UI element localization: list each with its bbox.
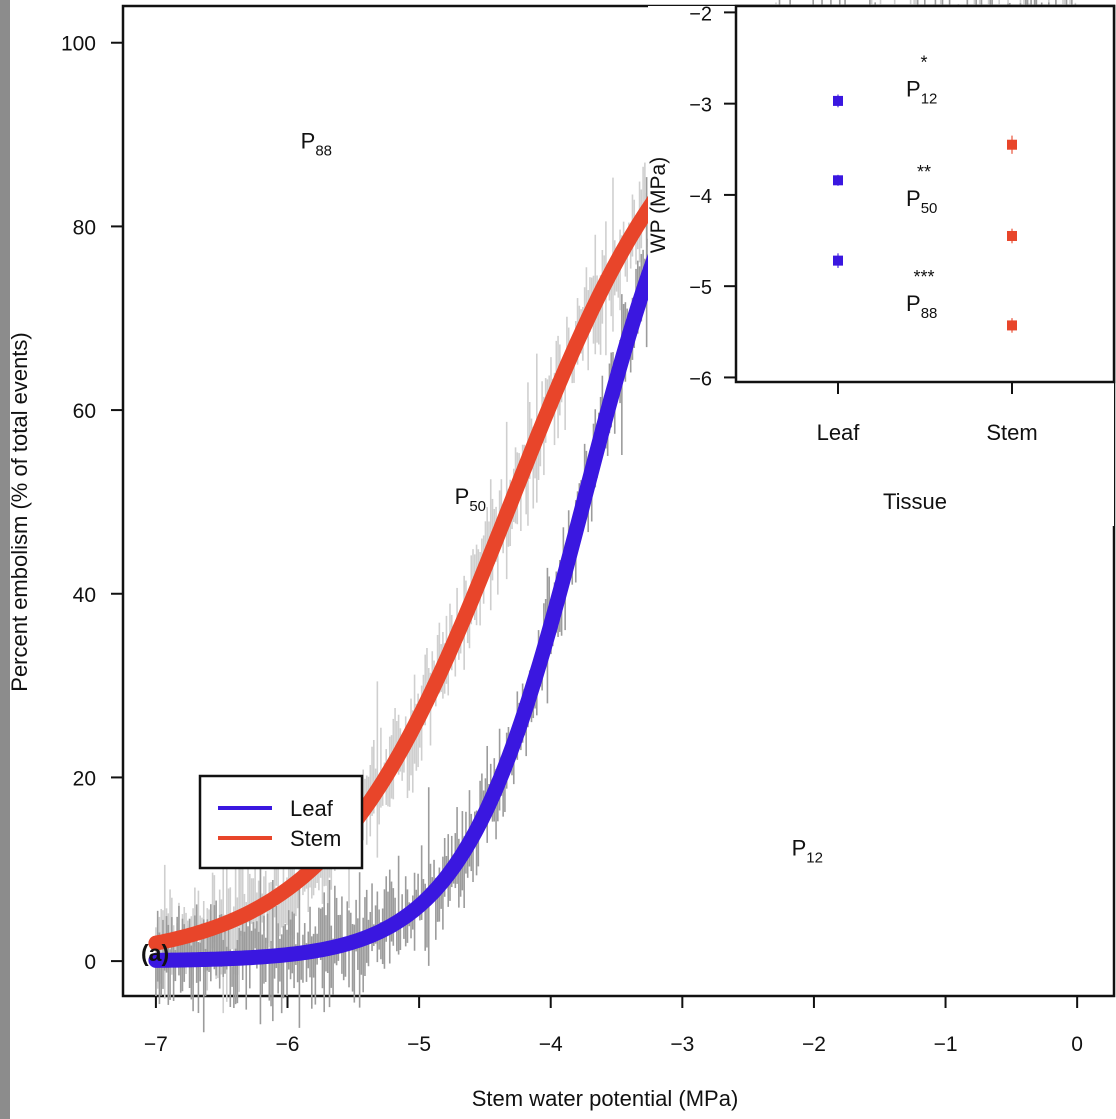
inset-y-tick-label: −5 — [689, 277, 712, 299]
main-x-axis: −7 −6 −5 −4 −3 −2 −1 0 — [144, 996, 1083, 1056]
panel-label: (a) — [141, 940, 169, 966]
inset-annotation-p88: P88 — [906, 291, 937, 322]
x-tick-label: −3 — [670, 1033, 694, 1056]
inset-y-axis: −2 −3 −4 −5 −6 — [689, 3, 736, 390]
inset-panel: −2 −3 −4 −5 −6 Leaf Stem * P12 ** P50 *** P88 WP (… — [647, 3, 1116, 526]
inset-x-tick-label: Leaf — [817, 420, 861, 445]
legend-box — [198, 774, 364, 870]
main-x-axis-label: Stem water potential (MPa) — [472, 1086, 739, 1111]
y-tick-label: 60 — [73, 400, 96, 423]
y-tick-label: 0 — [84, 951, 96, 974]
inset-point-stem — [1007, 230, 1017, 241]
significance-stars: ** — [917, 162, 931, 182]
annotation-p12: P12 — [792, 835, 823, 866]
inset-points — [833, 94, 1017, 333]
inset-point-stem — [1007, 320, 1017, 331]
legend: Leaf Stem — [198, 774, 364, 870]
inset-x-axis: Leaf Stem — [817, 382, 1038, 445]
x-tick-label: −2 — [802, 1033, 826, 1056]
y-tick-label: 80 — [73, 216, 96, 239]
x-tick-label: −5 — [407, 1033, 431, 1056]
inset-annotation-p50: P50 — [906, 186, 937, 217]
annotation-p50: P50 — [455, 484, 486, 515]
y-tick-label: 100 — [61, 33, 96, 56]
y-tick-label: 40 — [73, 584, 96, 607]
x-tick-label: −6 — [276, 1033, 300, 1056]
annotation-p88: P88 — [301, 128, 332, 159]
inset-x-axis-label: Tissue — [883, 489, 947, 514]
x-tick-label: 0 — [1071, 1033, 1083, 1056]
x-tick-label: −4 — [539, 1033, 563, 1056]
inset-point-leaf — [833, 175, 843, 186]
y-tick-label: 20 — [73, 767, 96, 790]
inset-x-tick-label: Stem — [986, 420, 1037, 445]
legend-label-leaf: Leaf — [290, 796, 334, 821]
legend-label-stem: Stem — [290, 826, 341, 851]
inset-y-tick-label: −2 — [689, 3, 712, 25]
inset-plot-frame — [734, 4, 1116, 384]
inset-y-tick-label: −3 — [689, 95, 712, 117]
main-annotations: P88 P50 P12 — [301, 128, 823, 866]
inset-annotations: * P12 ** P50 *** P88 — [906, 52, 937, 321]
significance-stars: *** — [913, 267, 934, 287]
inset-annotation-p12: P12 — [906, 76, 937, 107]
inset-point-leaf — [833, 95, 843, 106]
main-y-axis: 0 20 40 60 80 100 — [61, 33, 123, 974]
inset-point-leaf — [833, 255, 843, 266]
significance-stars: * — [920, 52, 927, 72]
inset-point-stem — [1007, 139, 1017, 150]
x-tick-label: −7 — [144, 1033, 168, 1056]
inset-y-tick-label: −6 — [689, 368, 712, 390]
inset-y-tick-label: −4 — [689, 186, 712, 208]
inset-y-axis-label: WP (MPa) — [647, 157, 670, 253]
main-y-axis-label: Percent embolism (% of total events) — [7, 332, 32, 691]
x-tick-label: −1 — [934, 1033, 958, 1056]
left-border-strip — [0, 0, 10, 1119]
